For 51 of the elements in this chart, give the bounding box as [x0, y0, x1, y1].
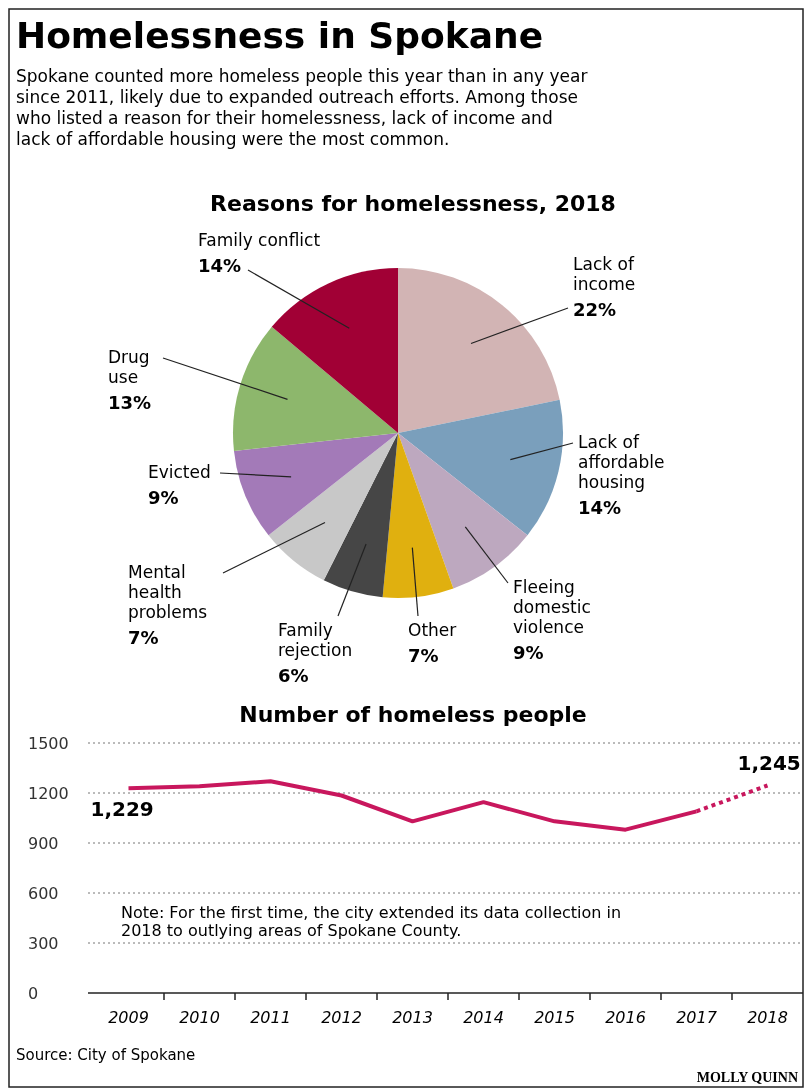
data-label: 1,229: [90, 797, 154, 822]
slice-label: Drug use: [108, 347, 150, 387]
x-tick-label: 2015: [534, 1008, 575, 1027]
y-tick-label: 600: [28, 884, 59, 903]
source-note: Source: City of Spokane: [16, 1046, 196, 1064]
chart-title: Reasons for homelessness, 2018: [210, 191, 616, 216]
y-tick-label: 1200: [28, 784, 69, 803]
slice-label: Fleeing domestic violence: [513, 577, 591, 637]
x-tick-label: 2011: [250, 1008, 291, 1027]
slice-label: Family rejection: [278, 620, 353, 660]
text: Homelessness in Spokane: [16, 15, 544, 56]
slice-label: Lack of income: [573, 254, 636, 294]
x-tick-label: 2012: [321, 1008, 362, 1027]
pie-slice: [398, 399, 563, 536]
data-label: 22%: [573, 299, 617, 320]
data-label: 13%: [108, 392, 152, 413]
chart-title: Number of homeless people: [239, 702, 587, 727]
pie-slice: [398, 268, 560, 433]
data-label: 7%: [408, 645, 439, 666]
slice-label: Mental health problems: [128, 562, 208, 622]
pie-slice: [271, 268, 398, 433]
slice-label: Evicted: [148, 462, 211, 482]
text: Spokane counted more homeless people this year than in any year since 2011, likely due to expanded outreach efforts. Among those who listed a reason for their homelessness, lack of income and lack of affordable housing were the most common.: [16, 66, 588, 149]
pie-slice: [268, 433, 398, 581]
data-label: 9%: [513, 642, 544, 663]
data-label: 14%: [578, 497, 622, 518]
y-tick-label: 1500: [28, 734, 69, 753]
x-tick-label: 2017: [676, 1008, 718, 1027]
y-tick-label: 900: [28, 834, 59, 853]
data-label: 7%: [128, 627, 159, 648]
data-label: 1,245: [737, 750, 801, 775]
slice-label: Family conflict: [198, 230, 321, 250]
data-label: 6%: [278, 665, 309, 686]
x-tick-label: 2013: [392, 1008, 433, 1027]
data-label: 9%: [148, 487, 179, 508]
pie-slice: [233, 326, 398, 451]
y-tick-label: 300: [28, 934, 59, 953]
x-tick-label: 2016: [605, 1008, 646, 1027]
pie-slice: [323, 433, 398, 598]
x-tick-label: 2010: [179, 1008, 220, 1027]
text: MOLLY QUINN: [696, 1070, 798, 1085]
y-tick-label: 0: [28, 984, 39, 1003]
x-tick-label: 2018: [747, 1008, 788, 1027]
pie-slice: [233, 433, 398, 536]
data-label: 14%: [198, 255, 242, 276]
annotation: Note: For the first time, the city extended its data collection in 2018 to outlying areas of Spokane County.: [121, 903, 622, 940]
slice-label: Other: [408, 620, 457, 640]
pie-slice: [382, 433, 454, 598]
slice-label: Lack of affordable housing: [578, 432, 665, 492]
x-tick-label: 2009: [108, 1008, 149, 1027]
x-tick-label: 2014: [463, 1008, 504, 1027]
